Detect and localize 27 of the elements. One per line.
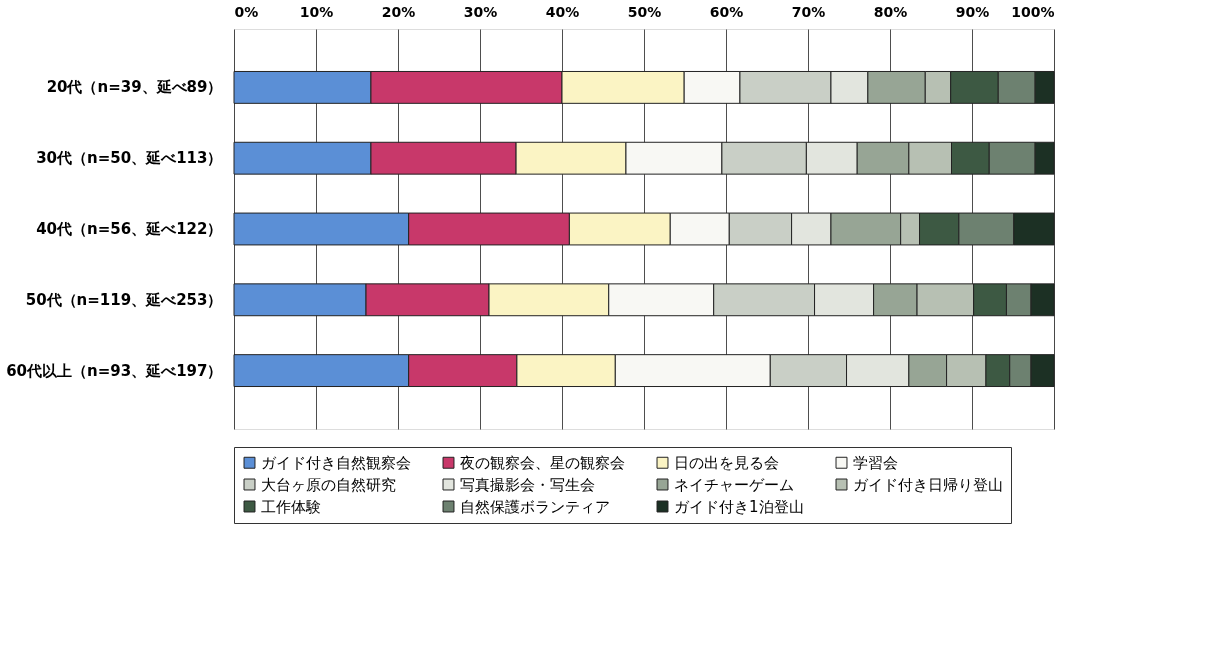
legend-label: ガイド付き1泊登山	[674, 497, 804, 516]
legend-label: 夜の観察会、星の観察会	[460, 453, 625, 472]
legend-label: ガイド付き自然観察会	[261, 453, 411, 472]
legend-label: 写真撮影会・写生会	[460, 475, 595, 494]
x-tick-label: 80%	[873, 3, 908, 20]
legend-label: 自然保護ボランティア	[460, 497, 610, 516]
x-tick-label: 10%	[299, 3, 334, 20]
legend-label: 学習会	[853, 453, 898, 472]
x-tick-label: 70%	[791, 3, 826, 20]
y-tick-label: 50代（n=119、延べ253）	[25, 290, 223, 309]
legend-label: ネイチャーゲーム	[674, 475, 794, 494]
y-tick-label: 40代（n=56、延べ122）	[36, 220, 223, 238]
legend-label: 工作体験	[261, 497, 321, 516]
y-tick-label: 60代以上（n=93、延べ197）	[6, 361, 223, 380]
x-tick-label: 50%	[627, 3, 662, 20]
x-tick-label: 60%	[709, 3, 744, 20]
x-tick-label: 30%	[463, 3, 498, 20]
x-tick-label: 20%	[381, 3, 416, 20]
x-tick-label: 90%	[955, 3, 990, 20]
legend-label: 日の出を見る会	[674, 453, 779, 472]
x-tick-label: 0%	[234, 3, 259, 20]
x-tick-label: 40%	[545, 3, 580, 20]
legend-label: 大台ヶ原の自然研究	[261, 475, 396, 494]
x-tick-label: 100%	[1011, 3, 1055, 20]
y-tick-label: 20代（n=39、延べ89）	[46, 78, 223, 97]
y-tick-label: 30代（n=50、延べ113）	[36, 149, 223, 168]
legend-label: ガイド付き日帰り登山	[853, 475, 1003, 494]
